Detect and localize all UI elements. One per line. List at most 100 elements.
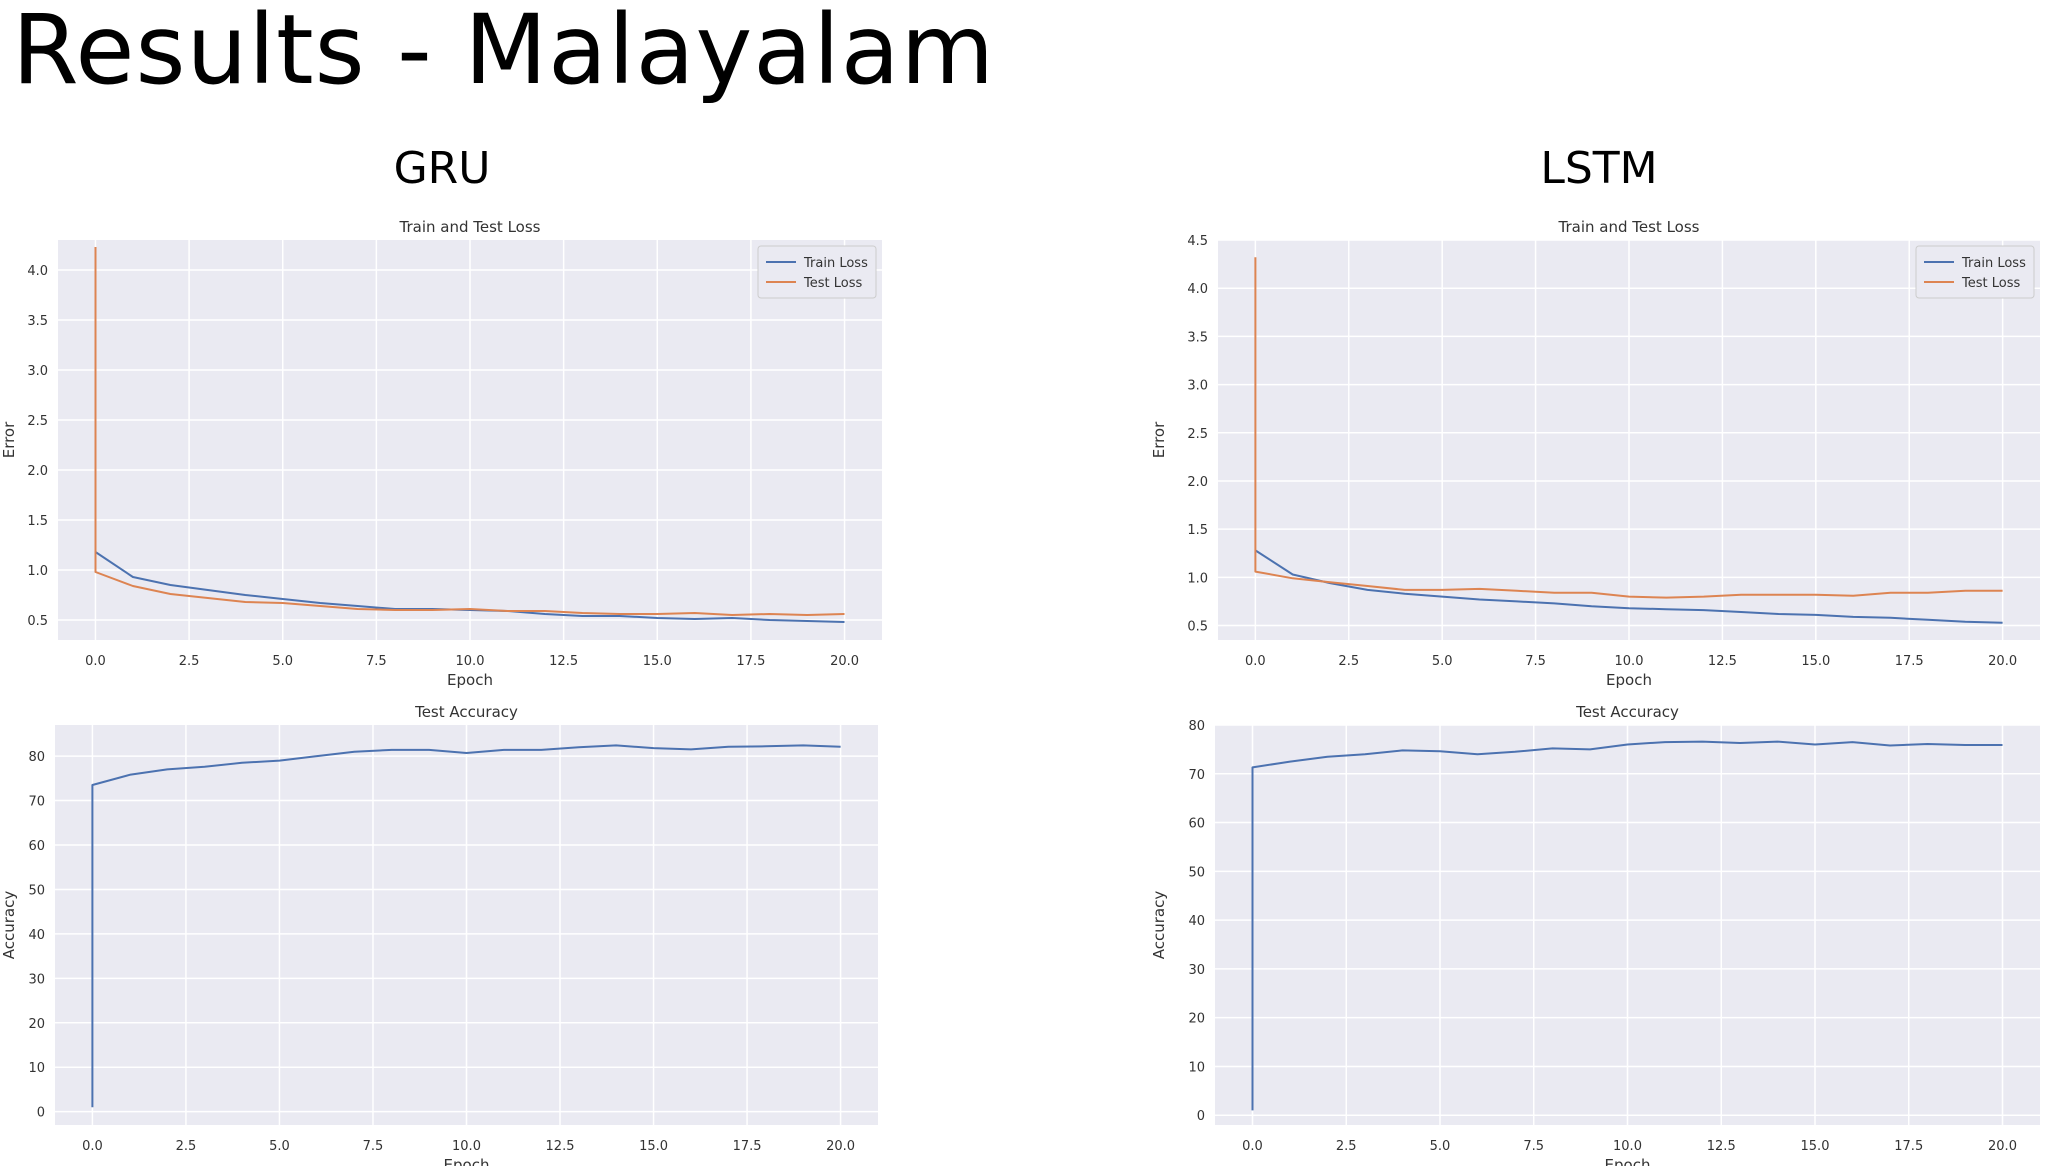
y-tick-label: 70 — [1188, 768, 1205, 783]
lstm-accuracy-chart: 0.0 2.5 5.0 7.5 10.0 12.5 15.0 17.5 20.0 0 10 20 30 4… — [1150, 703, 2040, 1166]
x-tick-label: 12.5 — [1707, 1139, 1736, 1154]
legend-label: Train Loss — [1961, 256, 2026, 271]
y-tick-label: 1.5 — [1187, 523, 1208, 538]
legend-box — [1915, 245, 2035, 299]
y-tick-label: 1.0 — [1187, 571, 1208, 586]
y-tick-label: 4.5 — [1187, 234, 1208, 249]
x-tick-label: 17.5 — [1894, 1139, 1923, 1154]
chart-title: Train and Test Loss — [399, 218, 541, 236]
x-tick-label: 0.0 — [85, 654, 106, 669]
x-tick-label: 0.0 — [82, 1139, 103, 1154]
legend-label: Train Loss — [803, 256, 868, 271]
legend-box — [757, 245, 877, 299]
y-tick-label: 60 — [1188, 817, 1205, 832]
y-tick-label: 80 — [1188, 719, 1205, 734]
y-tick-label: 1.0 — [27, 564, 48, 579]
x-tick-label: 2.5 — [1338, 654, 1359, 669]
y-tick-label: 2.5 — [1187, 427, 1208, 442]
x-tick-label: 5.0 — [1430, 1139, 1451, 1154]
train-loss-line — [1254, 549, 2003, 624]
x-tick-label: 5.0 — [269, 1139, 290, 1154]
x-tick-label: 0.0 — [1245, 654, 1266, 669]
y-tick-label: 4.0 — [27, 264, 48, 279]
x-tick-label: 17.5 — [736, 654, 765, 669]
y-tick-label: 50 — [1188, 865, 1205, 880]
y-tick-label: 3.0 — [27, 364, 48, 379]
accuracy-line — [1251, 740, 2003, 1111]
y-tick-label: 2.0 — [1187, 475, 1208, 490]
x-axis-label: Epoch — [447, 671, 493, 689]
x-tick-label: 15.0 — [1801, 654, 1830, 669]
x-tick-label: 12.5 — [1708, 654, 1737, 669]
y-tick-label: 70 — [28, 795, 45, 810]
lstm-loss-chart: 0.0 2.5 5.0 7.5 10.0 12.5 15.0 17.5 20.0 0.5 1.0 1.… — [1150, 218, 2040, 689]
y-tick-label: 10 — [1188, 1060, 1205, 1075]
x-tick-label: 2.5 — [176, 1139, 197, 1154]
x-tick-label: 20.0 — [1988, 1139, 2017, 1154]
x-tick-label: 2.5 — [179, 654, 200, 669]
y-tick-label: 80 — [28, 750, 45, 765]
y-tick-label: 3.5 — [27, 314, 48, 329]
x-tick-label: 10.0 — [452, 1139, 481, 1154]
x-tick-label: 15.0 — [1801, 1139, 1830, 1154]
x-tick-label: 0.0 — [1242, 1139, 1263, 1154]
x-tick-label: 20.0 — [830, 654, 859, 669]
gru-loss-chart: 0.0 2.5 5.0 7.5 10.0 12.5 15.0 17.5 20.0 0.5 1.0 1.… — [0, 218, 882, 689]
x-tick-label: 12.5 — [549, 654, 578, 669]
chart-title: Test Accuracy — [1575, 703, 1679, 721]
x-tick-label: 10.0 — [1615, 654, 1644, 669]
x-tick-label: 20.0 — [1988, 654, 2017, 669]
y-tick-label: 1.5 — [27, 514, 48, 529]
x-tick-label: 5.0 — [1432, 654, 1453, 669]
gru-accuracy-chart: 0.0 2.5 5.0 7.5 10.0 12.5 15.0 17.5 20.0 0 10 20 30 4… — [0, 703, 878, 1166]
x-axis-label: Epoch — [444, 1156, 490, 1166]
y-axis-label: Error — [0, 421, 18, 458]
legend-label: Test Loss — [1961, 276, 2020, 291]
y-tick-label: 0 — [1197, 1109, 1205, 1124]
chart-title: Train and Test Loss — [1558, 218, 1700, 236]
x-tick-label: 7.5 — [366, 654, 387, 669]
gru-column-title: GRU — [393, 143, 491, 194]
x-tick-label: 15.0 — [639, 1139, 668, 1154]
x-axis-label: Epoch — [1606, 671, 1652, 689]
accuracy-line — [91, 744, 841, 1108]
y-tick-label: 4.0 — [1187, 282, 1208, 297]
y-tick-label: 60 — [28, 839, 45, 854]
y-tick-label: 50 — [28, 883, 45, 898]
y-tick-label: 3.0 — [1187, 379, 1208, 394]
x-axis-label: Epoch — [1605, 1156, 1651, 1166]
x-tick-label: 17.5 — [733, 1139, 762, 1154]
y-tick-label: 30 — [1188, 963, 1205, 978]
x-tick-label: 7.5 — [363, 1139, 384, 1154]
x-tick-label: 10.0 — [1613, 1139, 1642, 1154]
x-tick-label: 17.5 — [1895, 654, 1924, 669]
y-tick-label: 0 — [37, 1106, 45, 1121]
chart-title: Test Accuracy — [414, 703, 518, 721]
test-loss-line — [94, 247, 845, 616]
y-tick-label: 0.5 — [1187, 620, 1208, 635]
lstm-column-title: LSTM — [1540, 143, 1658, 194]
x-tick-label: 7.5 — [1525, 654, 1546, 669]
y-tick-label: 3.5 — [1187, 330, 1208, 345]
y-tick-label: 20 — [1188, 1012, 1205, 1027]
y-tick-label: 40 — [1188, 914, 1205, 929]
x-tick-label: 5.0 — [272, 654, 293, 669]
x-tick-label: 10.0 — [456, 654, 485, 669]
y-tick-label: 20 — [28, 1017, 45, 1032]
y-tick-label: 2.0 — [27, 464, 48, 479]
y-axis-label: Accuracy — [1150, 891, 1168, 960]
y-tick-label: 10 — [28, 1061, 45, 1076]
y-axis-label: Accuracy — [0, 891, 18, 960]
test-loss-line — [1254, 257, 2003, 599]
slide-title: Results - Malayalam — [12, 0, 996, 106]
y-tick-label: 0.5 — [27, 614, 48, 629]
x-tick-label: 20.0 — [826, 1139, 855, 1154]
x-tick-label: 15.0 — [643, 654, 672, 669]
y-axis-label: Error — [1150, 421, 1168, 458]
x-tick-label: 2.5 — [1336, 1139, 1357, 1154]
y-tick-label: 2.5 — [27, 414, 48, 429]
y-tick-label: 30 — [28, 972, 45, 987]
legend-label: Test Loss — [803, 276, 862, 291]
y-tick-label: 40 — [28, 928, 45, 943]
x-tick-label: 12.5 — [546, 1139, 575, 1154]
